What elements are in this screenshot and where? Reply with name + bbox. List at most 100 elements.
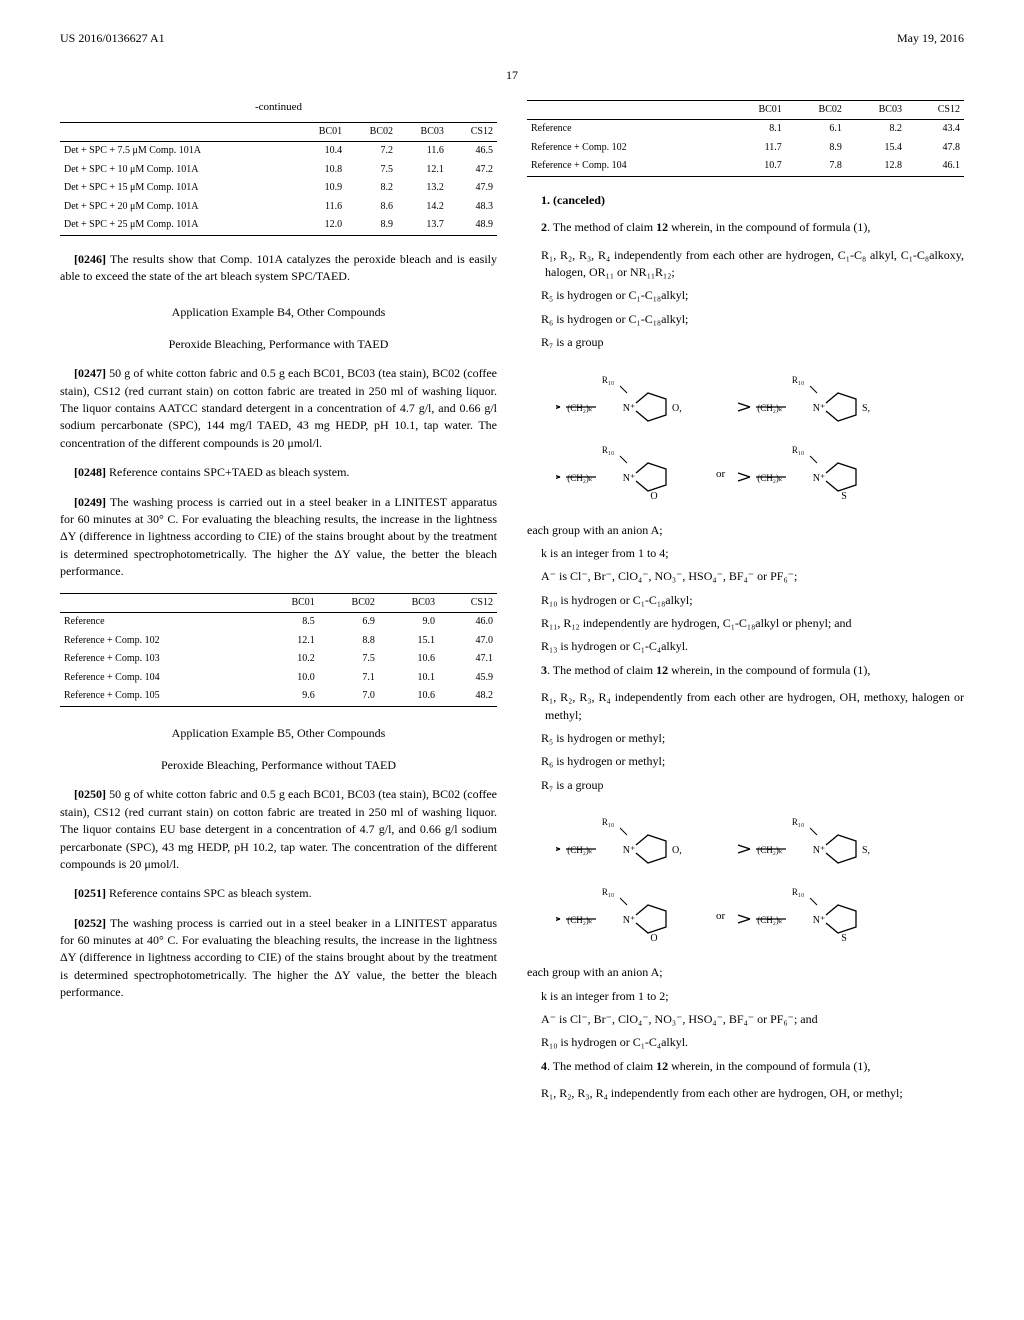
section-b5-subtitle: Peroxide Bleaching, Performance without … xyxy=(60,757,497,774)
claim-text: 1. (canceled) xyxy=(541,193,605,207)
svg-text:or: or xyxy=(716,468,726,480)
table-cell: 8.8 xyxy=(319,632,379,651)
table-cell: 7.0 xyxy=(319,687,379,706)
table-cell: Det + SPC + 15 μM Comp. 101A xyxy=(60,179,295,198)
claim-2-r5: R₅ is hydrogen or C₁-C₁₈alkyl; xyxy=(545,287,964,304)
claim-3-r10: R₁₀ is hydrogen or C₁-C₄alkyl. xyxy=(545,1034,964,1051)
claim-2-anion: each group with an anion A; xyxy=(527,522,964,539)
table-cell: 48.3 xyxy=(448,198,497,217)
table-cell: 43.4 xyxy=(906,120,964,139)
para-ref: [0247] xyxy=(74,366,106,380)
table-header: CS12 xyxy=(448,122,497,142)
table-cell: 9.6 xyxy=(259,687,319,706)
svg-text:N⁺: N⁺ xyxy=(812,403,825,414)
table-cell: 46.0 xyxy=(439,613,497,632)
para-ref: [0246] xyxy=(74,252,106,266)
table-header xyxy=(60,122,295,142)
table-header: CS12 xyxy=(906,100,964,120)
svg-text:N⁺: N⁺ xyxy=(622,473,635,484)
table-cell: 8.9 xyxy=(786,139,846,158)
table-cell: 12.8 xyxy=(846,157,906,176)
para-text: Reference contains SPC as bleach system. xyxy=(109,886,312,900)
table-cell: 10.1 xyxy=(379,669,439,688)
table-cell: 10.8 xyxy=(295,161,346,180)
svg-text:S: S xyxy=(841,491,847,502)
table-cell: 10.6 xyxy=(379,650,439,669)
table-cell: Reference + Comp. 104 xyxy=(60,669,259,688)
table-header: BC03 xyxy=(846,100,906,120)
claim-2-r7: R₇ is a group xyxy=(545,334,964,351)
claim-2-r11r12: R₁₁, R₁₂ independently are hydrogen, C₁-… xyxy=(545,615,964,632)
table-header: BC02 xyxy=(319,593,379,613)
chem-svg-icon: R₁₀ (CH₂)ₖ N⁺ O, R₁₀ (CH₂)ₖ N⁺ xyxy=(556,367,936,507)
svg-text:N⁺: N⁺ xyxy=(622,403,635,414)
para-text: The results show that Comp. 101A catalyz… xyxy=(60,252,497,283)
table-header: CS12 xyxy=(439,593,497,613)
svg-text:N⁺: N⁺ xyxy=(622,915,635,926)
table1: BC01 BC02 BC03 CS12 Det + SPC + 7.5 μM C… xyxy=(60,122,497,236)
main-content: -continued BC01 BC02 BC03 CS12 Det + SPC… xyxy=(60,100,964,1109)
table-cell: 48.2 xyxy=(439,687,497,706)
table-cell: Reference xyxy=(60,613,259,632)
table-cell: 7.8 xyxy=(786,157,846,176)
claim-2-k: k is an integer from 1 to 4; xyxy=(545,545,964,562)
publication-number: US 2016/0136627 A1 xyxy=(60,30,165,47)
table-cell: 10.6 xyxy=(379,687,439,706)
table-cell: 11.7 xyxy=(726,139,786,158)
svg-text:O,: O, xyxy=(672,403,682,414)
table-cell: Reference xyxy=(527,120,726,139)
svg-text:R₁₀: R₁₀ xyxy=(791,445,803,455)
table-cell: 12.1 xyxy=(259,632,319,651)
table-cell: 10.4 xyxy=(295,142,346,161)
claim-3-r1r4: R₁, R₂, R₃, R₄ independently from each o… xyxy=(545,689,964,724)
table-header: BC02 xyxy=(786,100,846,120)
table-cell: 47.9 xyxy=(448,179,497,198)
table-header: BC02 xyxy=(346,122,397,142)
claim-4: 4. The method of claim 12 wherein, in th… xyxy=(527,1058,964,1075)
para-text: The washing process is carried out in a … xyxy=(60,495,497,579)
table-cell: 47.0 xyxy=(439,632,497,651)
para-text: The washing process is carried out in a … xyxy=(60,916,497,1000)
table-cell: 8.2 xyxy=(346,179,397,198)
table-cell: 10.9 xyxy=(295,179,346,198)
claim-3-r7: R₇ is a group xyxy=(545,777,964,794)
claim-3-a: A⁻ is Cl⁻, Br⁻, ClO₄⁻, NO₃⁻, HSO₄⁻, BF₄⁻… xyxy=(545,1011,964,1028)
table-cell: 8.9 xyxy=(346,216,397,235)
table-cell: Det + SPC + 20 μM Comp. 101A xyxy=(60,198,295,217)
table-cell: 15.4 xyxy=(846,139,906,158)
claim-2-r13: R₁₃ is hydrogen or C₁-C₄alkyl. xyxy=(545,638,964,655)
table-cell: Reference + Comp. 105 xyxy=(60,687,259,706)
table-cell: 7.5 xyxy=(346,161,397,180)
svg-text:S,: S, xyxy=(862,845,870,856)
table-cell: 10.2 xyxy=(259,650,319,669)
table-cell: 46.1 xyxy=(906,157,964,176)
claim-4-r1r4: R₁, R₂, R₃, R₄ independently from each o… xyxy=(545,1085,964,1102)
table-cell: 47.2 xyxy=(448,161,497,180)
table-cell: 47.8 xyxy=(906,139,964,158)
page-header: US 2016/0136627 A1 May 19, 2016 xyxy=(60,30,964,47)
svg-text:R₁₀: R₁₀ xyxy=(601,375,613,385)
claim-2-a: A⁻ is Cl⁻, Br⁻, ClO₄⁻, NO₃⁻, HSO₄⁻, BF₄⁻… xyxy=(545,568,964,585)
table-cell: 8.1 xyxy=(726,120,786,139)
table-cell: 8.5 xyxy=(259,613,319,632)
table-cell: 9.0 xyxy=(379,613,439,632)
table-cell: 48.9 xyxy=(448,216,497,235)
table-cell: Det + SPC + 25 μM Comp. 101A xyxy=(60,216,295,235)
para-ref: [0251] xyxy=(74,886,106,900)
svg-text:(CH₂)ₖ: (CH₂)ₖ xyxy=(757,473,783,483)
claim-3-r5: R₅ is hydrogen or methyl; xyxy=(545,730,964,747)
claim-2: 2. The method of claim 12 wherein, in th… xyxy=(527,219,964,236)
table-cell: 13.7 xyxy=(397,216,448,235)
table-cell: Reference + Comp. 102 xyxy=(527,139,726,158)
table-cell: 45.9 xyxy=(439,669,497,688)
table-header: BC01 xyxy=(726,100,786,120)
table-cell: 12.0 xyxy=(295,216,346,235)
chem-structure-2: R₁₀ (CH₂)ₖ N⁺ O, R₁₀ (CH₂)ₖ N⁺ S, xyxy=(527,809,964,949)
svg-text:O: O xyxy=(650,491,657,502)
claim-3-anion: each group with an anion A; xyxy=(527,964,964,981)
svg-text:(CH₂)ₖ: (CH₂)ₖ xyxy=(567,915,593,925)
paragraph-0247: [0247] 50 g of white cotton fabric and 0… xyxy=(60,365,497,452)
svg-text:N⁺: N⁺ xyxy=(812,845,825,856)
svg-text:S: S xyxy=(841,933,847,944)
table-cell: 7.1 xyxy=(319,669,379,688)
